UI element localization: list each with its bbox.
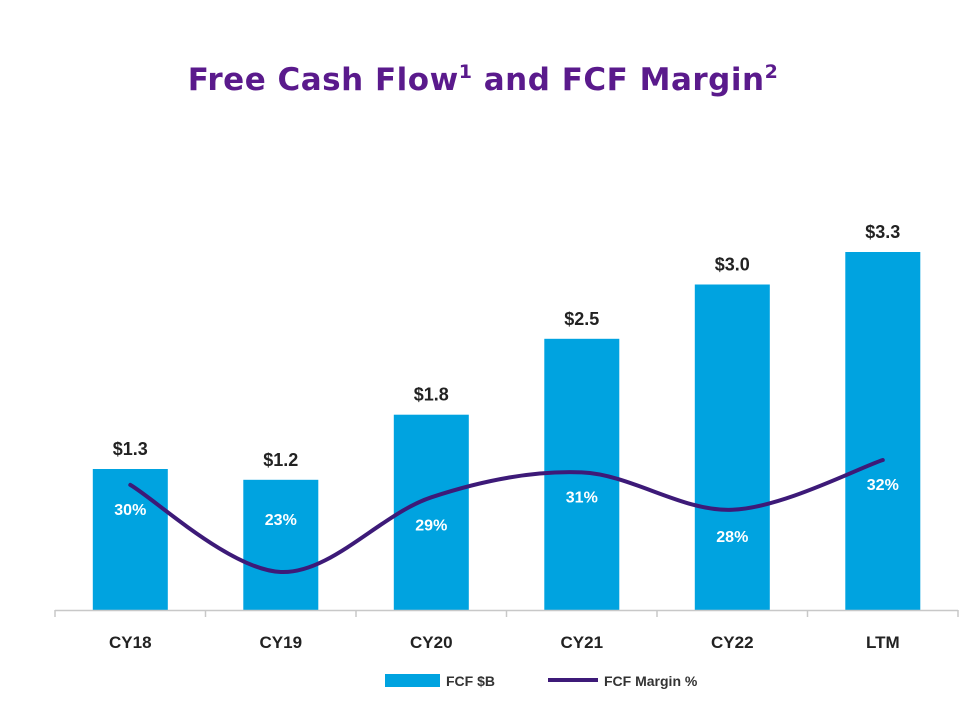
- bar-cy18: [92, 469, 168, 610]
- x-tick-label: CY20: [410, 633, 453, 652]
- margin-value-label: 23%: [265, 512, 297, 529]
- x-tick-label: CY18: [109, 633, 152, 652]
- chart-title-footnote-1: 1: [458, 61, 473, 83]
- bar-cy20: [393, 414, 469, 610]
- margin-value-label: 28%: [716, 529, 748, 546]
- fcf-margin-line: [128, 458, 885, 575]
- margin-value-label: 31%: [566, 489, 598, 506]
- legend-label-margin: FCF Margin %: [604, 673, 698, 689]
- bar-cy22: [694, 284, 770, 610]
- margin-value-label: 29%: [415, 517, 447, 534]
- bar-ltm: [845, 252, 921, 610]
- bar-value-label: $1.8: [414, 385, 449, 405]
- bar-value-label: $3.3: [865, 222, 900, 242]
- chart-title-text-2: and FCF Margin: [472, 62, 765, 98]
- bar-value-label: $1.3: [113, 439, 148, 459]
- bar-value-label: $1.2: [263, 450, 298, 470]
- x-tick-label: CY21: [561, 633, 604, 652]
- x-tick-label: LTM: [866, 633, 900, 652]
- chart-title-text: Free Cash Flow: [187, 62, 459, 98]
- bar-value-label: $2.5: [564, 309, 599, 329]
- margin-value-label: 30%: [114, 502, 146, 519]
- margin-value-label: 32%: [867, 477, 899, 494]
- bar-cy19: [243, 479, 319, 610]
- bar-value-label: $3.0: [715, 255, 750, 275]
- legend-swatch-fcf: [385, 674, 440, 687]
- chart-title-footnote-2: 2: [764, 61, 779, 83]
- x-tick-label: CY19: [260, 633, 303, 652]
- x-tick-label: CY22: [711, 633, 754, 652]
- chart-title: Free Cash Flow1 and FCF Margin2: [0, 62, 966, 98]
- legend-label-fcf: FCF $B: [446, 673, 495, 689]
